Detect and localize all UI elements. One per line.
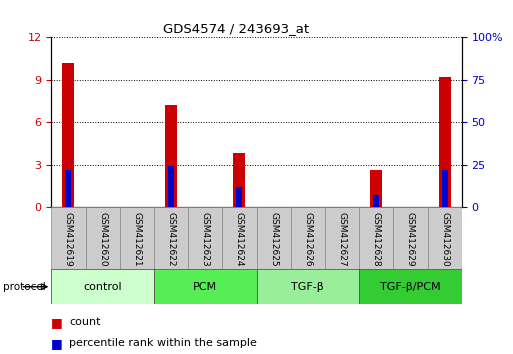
Text: control: control xyxy=(83,282,122,292)
FancyBboxPatch shape xyxy=(359,207,393,269)
Text: TGF-β: TGF-β xyxy=(291,282,324,292)
Text: GSM412621: GSM412621 xyxy=(132,212,141,267)
Text: GSM412623: GSM412623 xyxy=(201,212,210,267)
FancyBboxPatch shape xyxy=(188,207,222,269)
FancyBboxPatch shape xyxy=(325,207,359,269)
FancyBboxPatch shape xyxy=(256,207,291,269)
Text: GSM412620: GSM412620 xyxy=(98,212,107,267)
Text: GSM412625: GSM412625 xyxy=(269,212,278,267)
Title: GDS4574 / 243693_at: GDS4574 / 243693_at xyxy=(163,22,309,35)
FancyBboxPatch shape xyxy=(359,269,462,304)
Text: protocol: protocol xyxy=(3,282,45,292)
Text: ■: ■ xyxy=(51,337,63,350)
FancyBboxPatch shape xyxy=(222,207,256,269)
Bar xyxy=(63,63,74,207)
Bar xyxy=(168,166,174,207)
Text: ■: ■ xyxy=(51,316,63,329)
Text: GSM412629: GSM412629 xyxy=(406,212,415,267)
Bar xyxy=(236,187,243,207)
FancyBboxPatch shape xyxy=(256,269,359,304)
Text: GSM412619: GSM412619 xyxy=(64,212,73,267)
Text: percentile rank within the sample: percentile rank within the sample xyxy=(69,338,257,348)
Text: GSM412624: GSM412624 xyxy=(235,212,244,267)
Bar xyxy=(439,77,450,207)
Bar xyxy=(373,195,379,207)
Text: GSM412627: GSM412627 xyxy=(338,212,346,267)
Text: GSM412626: GSM412626 xyxy=(303,212,312,267)
Text: GSM412630: GSM412630 xyxy=(440,212,449,267)
Bar xyxy=(165,105,177,207)
Text: PCM: PCM xyxy=(193,282,218,292)
Text: GSM412628: GSM412628 xyxy=(372,212,381,267)
Bar xyxy=(370,170,382,207)
Text: count: count xyxy=(69,317,101,327)
FancyBboxPatch shape xyxy=(154,269,256,304)
FancyBboxPatch shape xyxy=(86,207,120,269)
FancyBboxPatch shape xyxy=(291,207,325,269)
FancyBboxPatch shape xyxy=(154,207,188,269)
FancyBboxPatch shape xyxy=(51,269,154,304)
FancyBboxPatch shape xyxy=(393,207,427,269)
Text: TGF-β/PCM: TGF-β/PCM xyxy=(380,282,441,292)
Bar xyxy=(233,153,245,207)
FancyBboxPatch shape xyxy=(427,207,462,269)
Bar xyxy=(442,170,448,207)
FancyBboxPatch shape xyxy=(51,207,86,269)
Text: GSM412622: GSM412622 xyxy=(167,212,175,267)
Bar xyxy=(65,170,71,207)
FancyBboxPatch shape xyxy=(120,207,154,269)
